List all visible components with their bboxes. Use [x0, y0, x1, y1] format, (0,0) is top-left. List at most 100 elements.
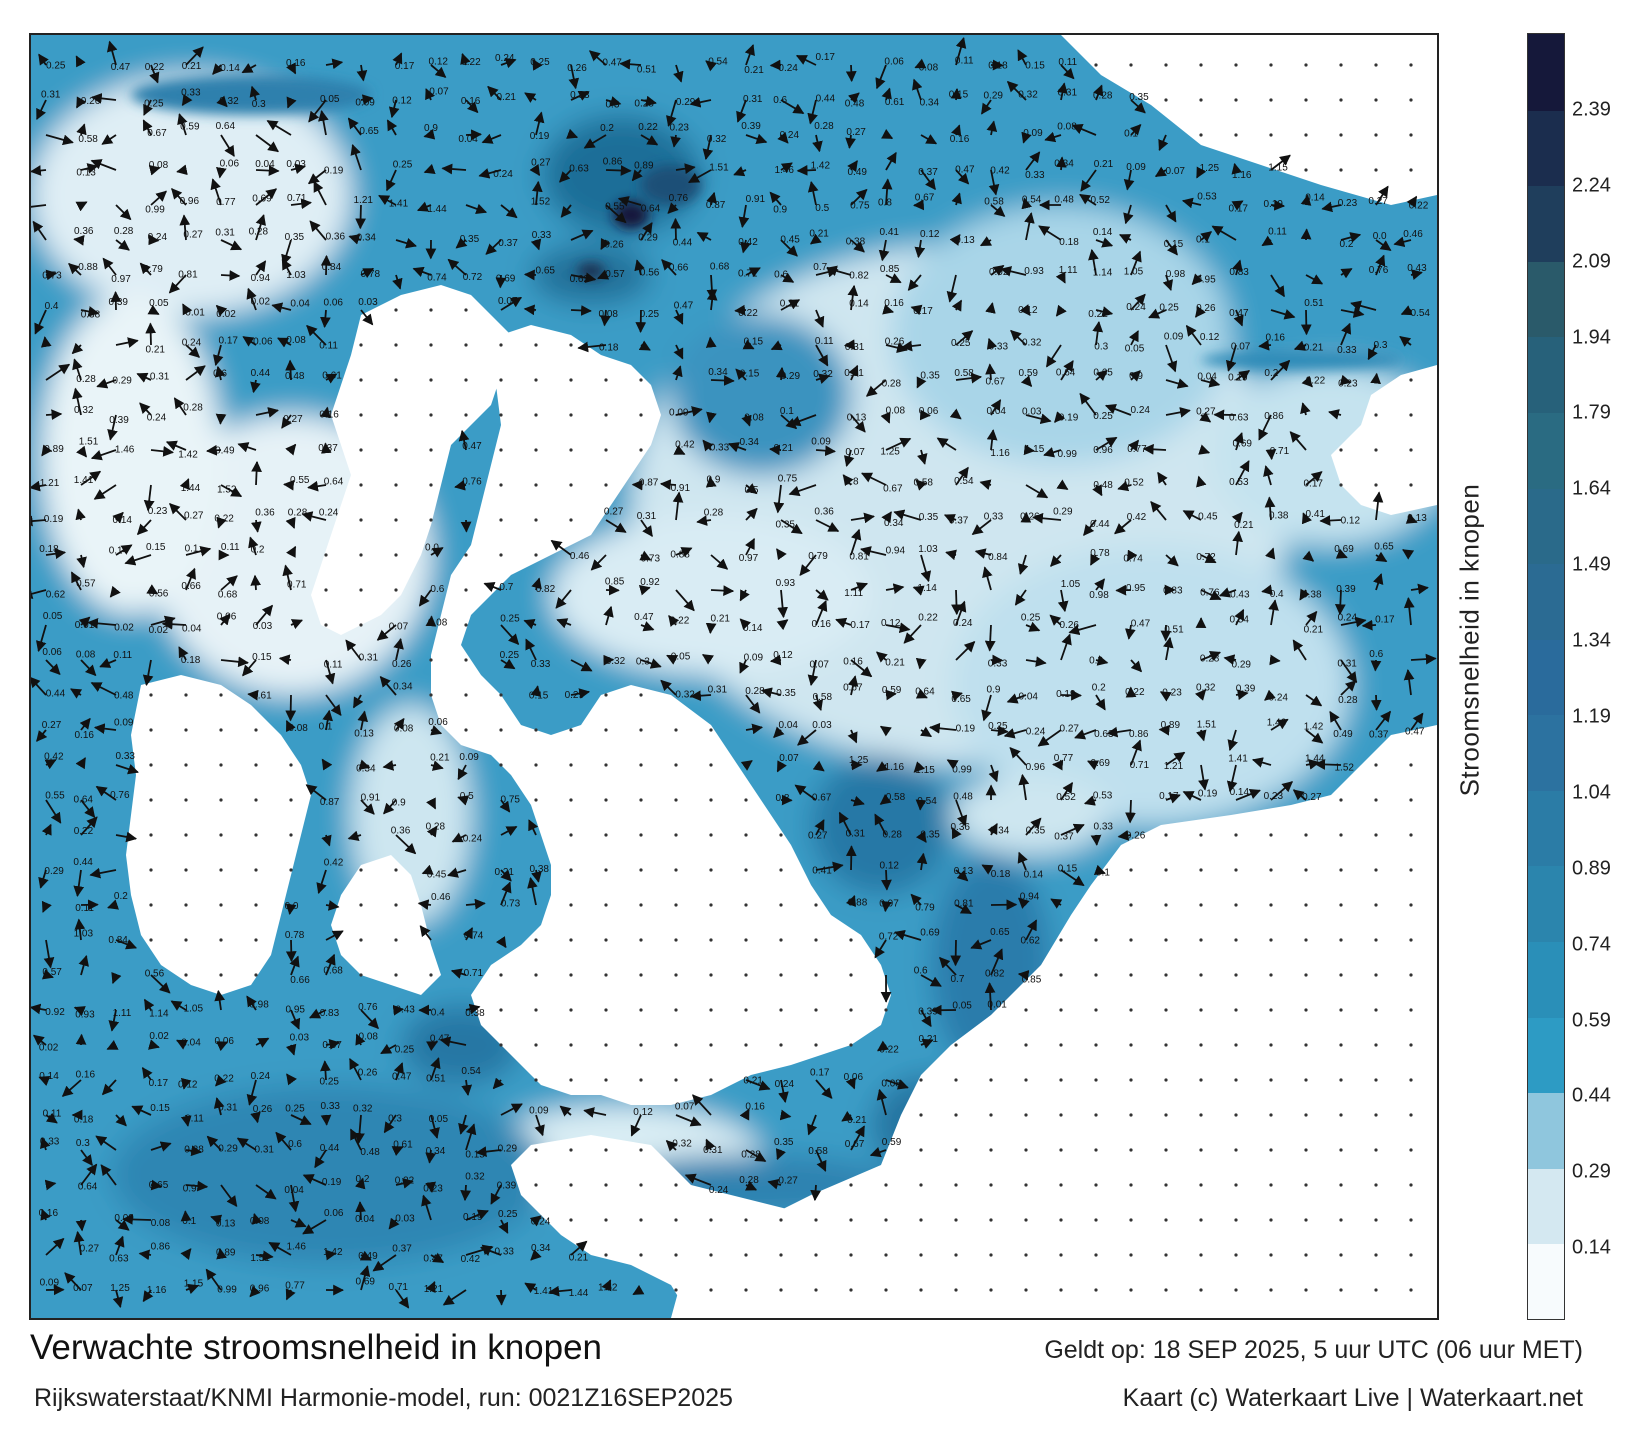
grid-dot — [744, 1008, 748, 1012]
current-arrow — [570, 659, 593, 672]
colorbar-segment — [1528, 260, 1564, 338]
current-arrow — [670, 134, 681, 148]
grid-dot — [1129, 868, 1133, 872]
grid-dot — [1269, 833, 1273, 837]
speed-label: 0.25 — [285, 1104, 305, 1115]
current-arrow — [1017, 554, 1029, 575]
current-speed-map[interactable]: 0.25 0.47 0.22 0.21 0.14 0.16 0.17 0.12 0.22 0.24… — [29, 33, 1439, 1320]
current-arrow — [881, 869, 892, 891]
current-arrow — [970, 939, 992, 950]
current-arrow — [659, 479, 677, 490]
speed-label: 0.16 — [884, 298, 904, 309]
speed-label: 0.64 — [324, 476, 344, 487]
speed-label: 1.44 — [181, 483, 201, 494]
speed-label: 0.33 — [532, 230, 552, 241]
current-arrow — [745, 723, 764, 735]
speed-label: 0.67 — [147, 128, 167, 139]
current-arrow — [780, 272, 795, 283]
speed-label: 1.05 — [184, 1004, 204, 1015]
current-arrow — [1328, 409, 1342, 420]
grid-dot — [569, 1008, 573, 1012]
speed-label: 0.21 — [146, 344, 166, 355]
speed-label: 1.21 — [40, 478, 60, 489]
speed-label: 1.51 — [1197, 720, 1217, 731]
current-arrow — [147, 304, 160, 315]
speed-label: 0.36 — [255, 508, 275, 519]
current-arrow — [985, 363, 996, 381]
speed-label: 0.6 — [773, 95, 787, 106]
speed-label: 0.44 — [46, 689, 66, 700]
current-arrow — [638, 584, 651, 596]
grid-dot — [1094, 63, 1098, 67]
current-arrow — [874, 939, 887, 959]
speed-label: 0.14 — [113, 515, 133, 526]
current-arrow — [1017, 851, 1028, 871]
speed-label: 0.64 — [216, 121, 236, 132]
current-arrow — [1227, 729, 1238, 752]
colorbar-segment — [1528, 865, 1564, 943]
current-arrow — [347, 830, 362, 842]
speed-label: 0.47 — [392, 1071, 412, 1082]
speed-label: 0.25 — [951, 338, 971, 349]
speed-label: 0.03 — [253, 621, 273, 632]
colorbar-segment — [1528, 1092, 1564, 1169]
grid-dot — [1059, 938, 1063, 942]
current-arrow — [842, 474, 854, 487]
current-arrow — [919, 726, 933, 738]
speed-label: 0.18 — [988, 61, 1008, 72]
current-arrow — [815, 519, 840, 533]
grid-dot — [639, 1183, 643, 1187]
speed-label: 1.25 — [849, 755, 869, 766]
current-arrow — [745, 483, 758, 495]
grid-dot — [674, 1043, 678, 1047]
current-arrow — [920, 1038, 934, 1049]
grid-dot — [254, 798, 258, 802]
speed-label: 0.83 — [320, 1008, 340, 1019]
map-canvas[interactable]: 0.25 0.47 0.22 0.21 0.14 0.16 0.17 0.12 0.22 0.24… — [31, 35, 1437, 1318]
current-arrow — [80, 1149, 93, 1166]
speed-label: 0.4 — [1270, 589, 1284, 600]
grid-dot — [1339, 868, 1343, 872]
colorbar-segment — [1528, 185, 1564, 262]
landmass-shetland — [501, 335, 551, 515]
current-arrow — [845, 134, 856, 149]
current-arrow — [815, 344, 829, 367]
current-arrow — [769, 59, 782, 71]
current-arrow — [600, 309, 611, 327]
current-arrow — [242, 336, 257, 347]
grid-dot — [1374, 483, 1378, 487]
current-arrow — [72, 358, 83, 381]
current-arrow — [1301, 512, 1312, 525]
speed-label: 0.3 — [636, 657, 650, 668]
speed-label: 0.33 — [531, 659, 551, 670]
speed-label: 0.48 — [360, 1147, 380, 1158]
speed-label: 0.65 — [1374, 542, 1394, 553]
current-arrow — [688, 169, 712, 184]
speed-label: 0.21 — [847, 1115, 867, 1126]
grid-dot — [604, 728, 608, 732]
grid-dot — [709, 1078, 713, 1082]
speed-label: 0.11 — [75, 903, 94, 914]
grid-dot — [429, 448, 433, 452]
speed-label: 0.95 — [1196, 274, 1216, 285]
grid-dot — [604, 1253, 608, 1257]
speed-label: 0.45 — [1198, 512, 1218, 523]
speed-label: 0.71 — [464, 968, 484, 979]
current-arrow — [981, 864, 994, 875]
speed-label: 0.53 — [1229, 477, 1249, 488]
current-arrow — [180, 1077, 192, 1090]
current-arrow — [107, 899, 120, 910]
speed-label: 0.11 — [319, 340, 338, 351]
speed-label: 1.15 — [184, 1279, 204, 1290]
speed-label: 0.88 — [670, 550, 690, 561]
current-arrow — [80, 306, 100, 317]
current-arrow — [523, 619, 537, 630]
current-arrow — [1232, 530, 1243, 556]
current-arrow — [442, 1289, 467, 1306]
grid-dot — [1094, 1218, 1098, 1222]
current-arrow — [31, 204, 47, 208]
current-arrow — [251, 460, 262, 486]
grid-dot — [814, 1218, 818, 1222]
current-arrow — [673, 309, 684, 325]
current-arrow — [285, 720, 296, 733]
